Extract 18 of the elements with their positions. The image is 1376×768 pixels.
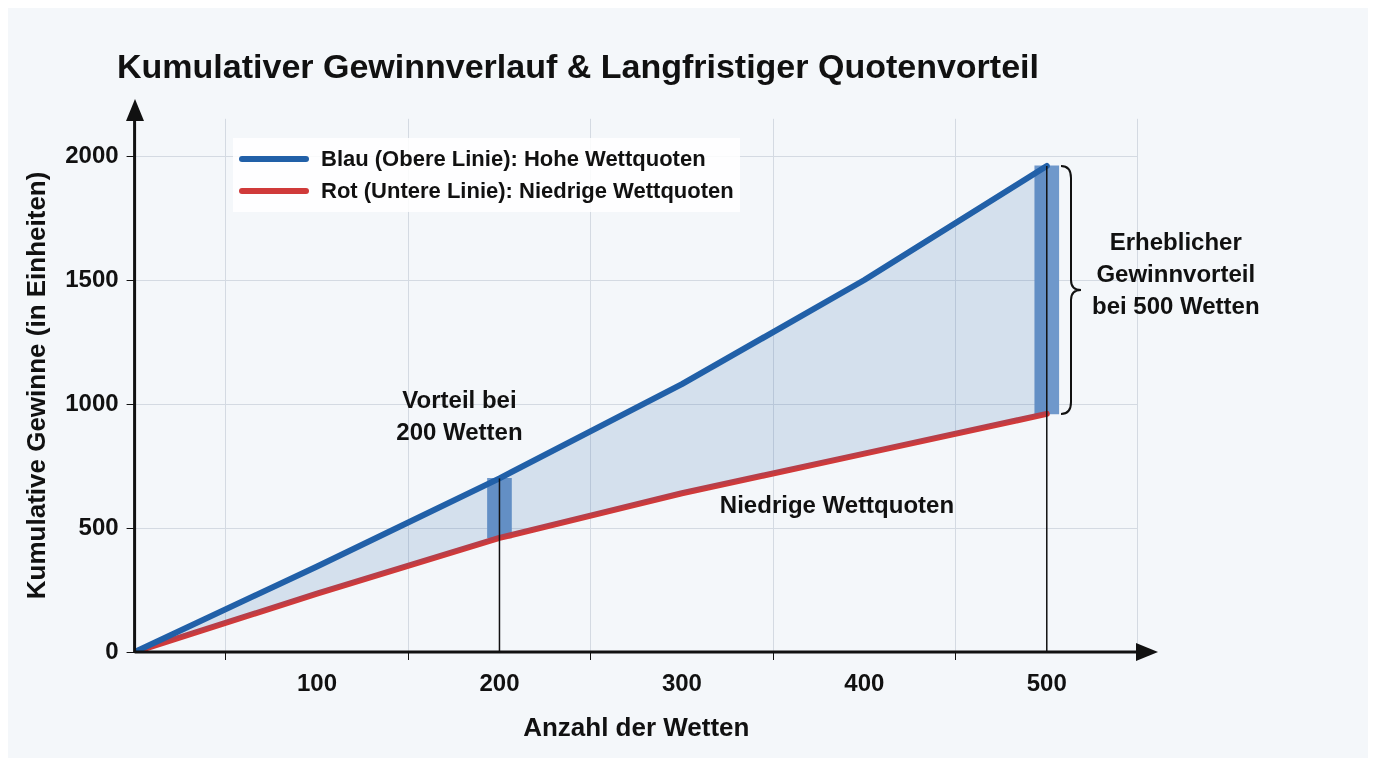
y-tick-label: 500 xyxy=(78,512,119,540)
y-tick-label: 1500 xyxy=(65,264,119,292)
ref-line-label: Erheblicher Gewinnvorteil bei 500 Wetten xyxy=(1091,227,1260,319)
legend-label: Rot (Untere Linie): Niedrige Wettquoten xyxy=(321,178,734,204)
y-axis-title: Kumulative Gewinne (in Einheiten) xyxy=(20,171,51,600)
ref-line-label: Vorteil bei 200 Wetten xyxy=(396,386,523,446)
x-tick-label: 400 xyxy=(844,669,885,697)
annotation: Niedrige Wettquoten xyxy=(719,491,955,519)
x-axis-title: Anzahl der Wetten xyxy=(523,711,750,742)
x-tick-label: 200 xyxy=(479,669,520,697)
y-tick-label: 0 xyxy=(105,636,119,664)
x-tick-label: 100 xyxy=(297,669,338,697)
chart-title: Kumulativer Gewinnverlauf & Langfristiger Quotenvorteil xyxy=(117,46,1039,85)
x-tick-label: 500 xyxy=(1026,669,1067,697)
x-tick-label: 300 xyxy=(661,669,702,697)
y-tick-label: 2000 xyxy=(65,140,119,168)
legend-label: Blau (Obere Linie): Hohe Wettquoten xyxy=(321,146,706,172)
y-tick-label: 1000 xyxy=(65,388,119,416)
